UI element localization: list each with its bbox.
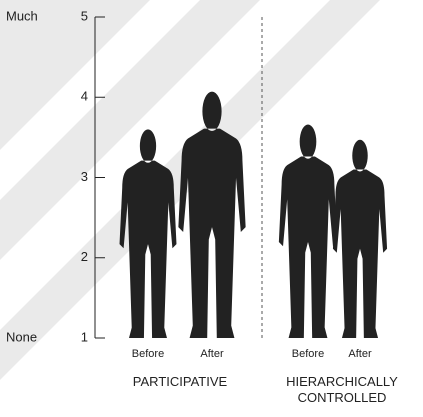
series-label: Before [132,348,164,360]
annotation: Much [6,8,38,23]
y-tick-label: 4 [81,89,88,104]
category-label: PARTICIPATIVE [132,374,228,389]
watermark-band [0,0,260,260]
y-tick-label: 5 [81,8,88,23]
y-tick-label: 3 [81,169,88,184]
watermark-band [0,0,150,150]
figure [332,139,388,338]
y-tick-label: 2 [81,249,88,264]
y-tick-label: 1 [81,329,88,344]
figure [178,91,246,338]
series-label: After [348,348,372,360]
figure [119,129,177,338]
category-label: HIERARCHICALLY CONTROLLED [286,374,398,405]
series-label: After [200,348,224,360]
annotation: None [6,329,37,344]
figure [278,124,338,338]
series-label: Before [292,348,324,360]
